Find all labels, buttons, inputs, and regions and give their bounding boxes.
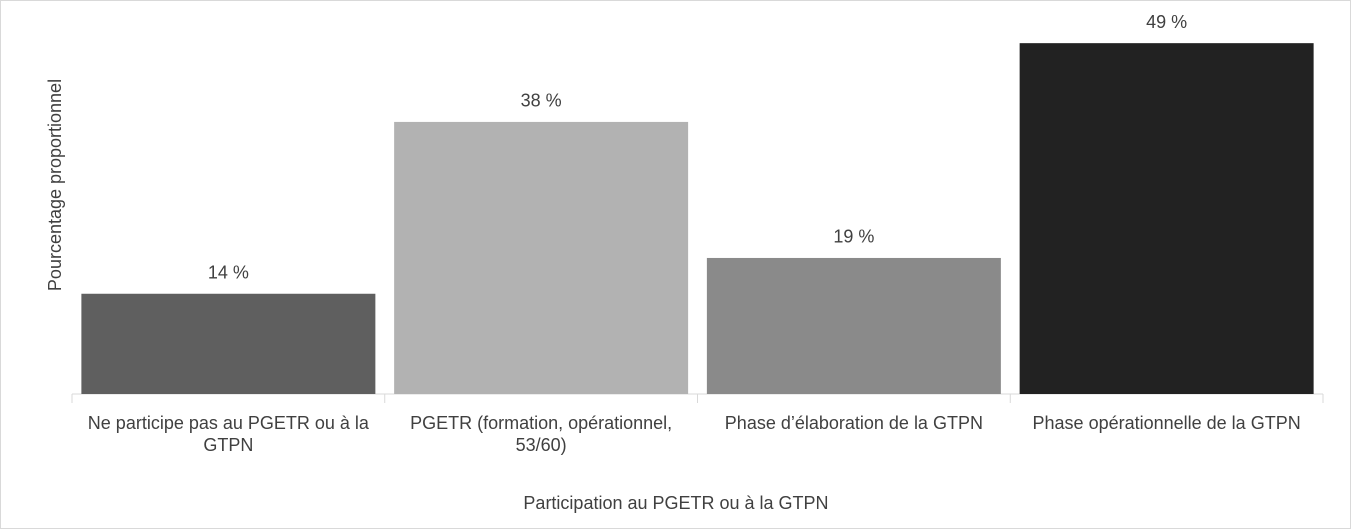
value-label: 14 % <box>208 263 249 283</box>
bar <box>706 257 1001 394</box>
bar <box>1019 43 1314 394</box>
x-axis-title: Participation au PGETR ou à la GTPN <box>523 493 828 513</box>
bar <box>394 121 689 395</box>
value-label: 19 % <box>833 227 874 247</box>
x-tick-label: Phase opérationnelle de la GTPN <box>1032 413 1301 433</box>
y-axis-title: Pourcentage proportionnel <box>45 79 65 291</box>
bar <box>81 293 376 394</box>
x-tick-label: Phase d’élaboration de la GTPN <box>724 413 983 433</box>
value-label: 38 % <box>521 91 562 111</box>
x-tick-label: PGETR (formation, opérationnel, 53/60) <box>410 413 673 455</box>
value-label: 49 % <box>1146 12 1187 32</box>
x-tick-label: Ne participe pas au PGETR ou à la GTPN <box>87 413 369 455</box>
